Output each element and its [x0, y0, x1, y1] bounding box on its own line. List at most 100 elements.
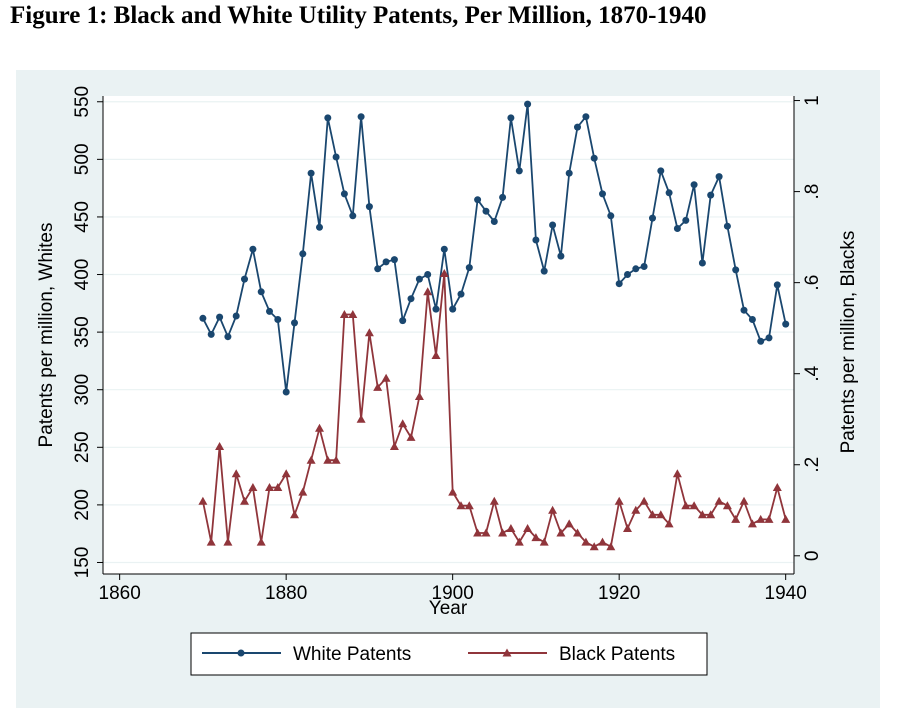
data-point-white: [232, 312, 240, 320]
data-point-black: [689, 501, 699, 510]
y-axis-right-label: Patents per million, Blacks: [838, 231, 859, 454]
data-point-black: [598, 537, 607, 546]
data-point-black: [781, 514, 791, 523]
data-point-white: [216, 313, 224, 321]
data-point-black: [389, 442, 399, 450]
plot-area: [103, 96, 794, 574]
data-point-black: [240, 496, 249, 505]
data-point-black: [298, 487, 308, 496]
legend-label-white: White Patents: [293, 644, 411, 665]
chart-svg: 1860 1880 1900 1920 1940 150 200 250 300 350 400 4…: [36, 86, 859, 676]
data-point-black: [581, 537, 591, 546]
data-point-white: [474, 196, 482, 204]
data-point-black: [573, 528, 582, 537]
data-point-white: [432, 305, 440, 313]
y-left-tick-label: 500: [72, 143, 93, 175]
data-point-white: [490, 218, 498, 225]
data-point-black: [756, 514, 766, 523]
data-point-black: [697, 510, 707, 519]
y-left-tick-label: 150: [72, 547, 93, 579]
data-point-black: [681, 501, 691, 510]
data-point-black: [722, 501, 732, 510]
data-point-black: [381, 373, 391, 382]
data-point-black: [473, 528, 483, 537]
data-point-white: [357, 113, 365, 121]
data-point-white: [532, 236, 540, 244]
data-point-white: [765, 334, 773, 342]
y-right-tick-label: 1: [802, 95, 823, 106]
data-point-black: [231, 469, 241, 478]
data-point-white: [557, 252, 565, 260]
data-point-black: [448, 487, 458, 496]
data-point-black: [589, 542, 599, 551]
data-point-black: [281, 469, 291, 478]
data-point-white: [199, 314, 207, 322]
data-point-black: [481, 528, 491, 537]
data-point-white: [249, 245, 257, 253]
data-point-white: [340, 190, 348, 198]
data-point-black: [648, 510, 657, 519]
data-point-white: [615, 280, 623, 288]
data-point-black: [731, 514, 741, 523]
data-point-black: [548, 505, 558, 514]
data-point-black: [523, 524, 533, 532]
data-point-white: [316, 223, 323, 231]
data-point-black: [348, 310, 358, 318]
data-point-white: [266, 307, 273, 315]
data-point-white: [607, 212, 615, 220]
data-point-white: [732, 266, 740, 274]
data-point-white: [649, 214, 656, 222]
y-left-tick-label: 200: [72, 489, 93, 521]
legend: White Patents Black Patents: [190, 632, 708, 676]
x-axis-label: Year: [429, 598, 468, 619]
data-point-black: [290, 510, 299, 519]
data-point-white: [565, 169, 573, 177]
series-layer: [198, 100, 791, 551]
y-right-tick-label: .2: [802, 457, 823, 473]
data-point-white: [748, 316, 756, 323]
data-point-black: [339, 310, 349, 318]
x-tick-label: 1940: [765, 583, 807, 604]
data-point-white: [282, 388, 290, 396]
y-axis-left-ticks: 150 200 250 300 350 400 450 500 550: [72, 86, 103, 578]
data-point-white: [332, 153, 340, 161]
data-point-black: [739, 496, 749, 505]
legend-label-black: Black Patents: [559, 644, 675, 665]
y-axis-left-label: Patents per million, Whites: [36, 223, 57, 448]
data-point-white: [665, 189, 673, 197]
data-point-black: [614, 496, 624, 505]
legend-marker-white: [237, 649, 245, 657]
x-axis-ticks: 1860 1880 1900 1920 1940: [99, 574, 807, 604]
data-point-white: [757, 337, 765, 345]
data-point-white: [390, 256, 398, 264]
data-point-white: [457, 290, 465, 298]
data-point-black: [256, 537, 266, 546]
data-point-white: [241, 275, 248, 283]
data-point-white: [449, 305, 457, 313]
data-point-black: [764, 514, 774, 523]
data-point-black: [364, 328, 374, 337]
x-tick-label: 1880: [265, 583, 307, 604]
data-point-white: [715, 173, 723, 181]
data-point-white: [482, 207, 490, 215]
data-point-black: [431, 351, 441, 359]
x-tick-label: 1900: [432, 583, 474, 604]
data-point-black: [273, 483, 283, 491]
data-point-white: [624, 271, 631, 278]
data-point-black: [664, 519, 674, 528]
data-point-black: [772, 483, 782, 491]
data-point-black: [514, 537, 524, 546]
data-point-black: [531, 533, 541, 542]
data-point-white: [465, 264, 473, 272]
data-point-white: [299, 250, 307, 258]
data-point-black: [489, 496, 499, 505]
data-point-black: [406, 432, 416, 441]
data-point-white: [224, 333, 232, 341]
data-point-white: [440, 245, 448, 253]
data-point-black: [331, 455, 341, 464]
data-point-black: [456, 501, 466, 510]
data-point-white: [632, 265, 640, 273]
x-tick-label: 1920: [598, 583, 640, 604]
data-point-black: [315, 423, 324, 432]
figure-title: Figure 1: Black and White Utility Patent…: [10, 2, 707, 29]
